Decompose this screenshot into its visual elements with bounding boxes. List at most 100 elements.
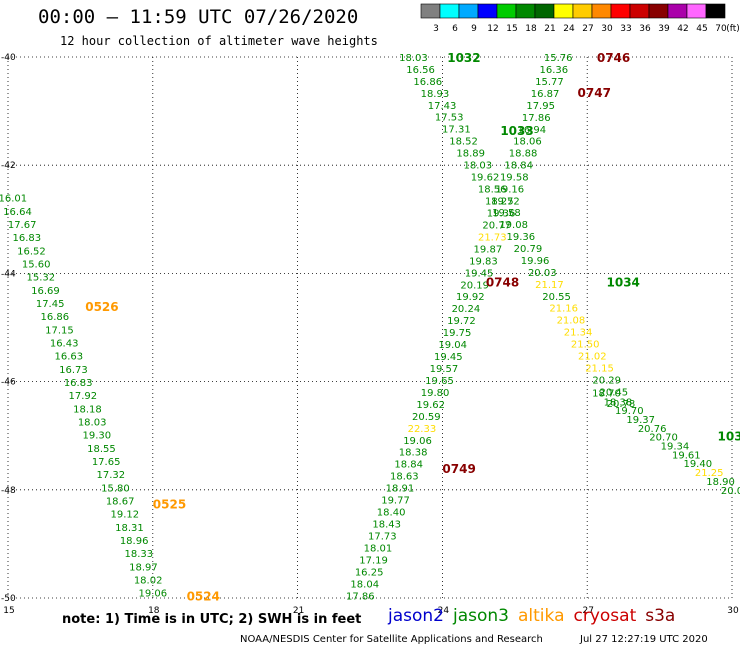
swh-value: 20.59 (412, 412, 441, 423)
swh-value: 18.63 (390, 472, 419, 483)
scale-swatch (705, 3, 726, 19)
swh-value: 16.01 (0, 194, 27, 205)
swh-value: 18.90 (706, 477, 735, 488)
swh-value: 18.88 (509, 149, 538, 160)
swh-value: 20.78 (607, 399, 636, 410)
swh-value: 18.52 (449, 137, 478, 148)
hour-label: 1034 (607, 276, 640, 290)
swh-value: 20.70 (649, 433, 678, 444)
swh-value: 19.06 (403, 436, 432, 447)
scale-swatch (477, 3, 498, 19)
swh-value: 19.45 (434, 352, 463, 363)
y-tick-label: -40 (1, 53, 16, 63)
swh-value: 20.0 (721, 486, 740, 497)
hour-labels: 0526 0525 0524 1032 1033 1034 103 0746 0747 0748 0… (85, 51, 740, 603)
swh-value: 18.40 (377, 508, 406, 519)
scale-swatch (458, 3, 479, 19)
scale-swatch (667, 3, 688, 19)
swh-value: 18.89 (456, 149, 485, 160)
swh-value: 18.04 (350, 579, 379, 590)
swh-value: 16.69 (31, 286, 60, 297)
y-tick-label: -48 (1, 486, 16, 496)
hour-label: 0746 (597, 51, 630, 65)
swh-value: 19.36 (487, 209, 516, 220)
swh-value: 19.72 (491, 197, 520, 208)
footer-note: note: 1) Time is in UTC; 2) SWH is in fe… (62, 612, 362, 627)
swh-value: 19.72 (447, 316, 476, 327)
scale-swatch (648, 3, 669, 19)
hour-label: 1033 (500, 124, 533, 138)
scale-label: 42 (677, 24, 688, 34)
y-tick-label: -46 (1, 378, 16, 388)
scale-label: 21 (544, 24, 555, 34)
hour-label: 103 (718, 430, 740, 444)
swh-value: 19.77 (381, 496, 410, 507)
swh-value: 17.92 (68, 391, 97, 402)
swh-value: 18.56 (478, 184, 507, 195)
swh-value: 21.50 (571, 340, 600, 351)
swh-value: 18.06 (513, 137, 542, 148)
satellite-legend-item: altika (518, 606, 565, 626)
swh-value: 15.80 (101, 483, 130, 494)
swh-value: 18.25 (485, 196, 514, 207)
hour-label: 0526 (85, 300, 118, 314)
swh-value: 21.16 (549, 304, 578, 315)
swh-value: 19.62 (471, 172, 500, 183)
swh-value: 19.70 (615, 406, 644, 417)
swh-value: 21.02 (578, 351, 607, 362)
swh-value: 17.73 (368, 531, 397, 542)
y-tick-label: -50 (1, 594, 16, 604)
swh-value: 20.76 (638, 424, 667, 435)
swh-value: 21.73 (478, 232, 507, 243)
hour-label: 0525 (153, 497, 186, 511)
swh-value: 16.64 (3, 207, 32, 218)
x-tick-label: 18 (148, 606, 160, 616)
swh-value: 18.91 (386, 484, 415, 495)
swh-value: 17.86 (522, 113, 551, 124)
swh-value: 16.86 (40, 312, 69, 323)
swh-value: 21.17 (535, 280, 564, 291)
scale-swatch (439, 3, 460, 19)
swh-value: 16.36 (540, 65, 569, 76)
swh-value: 18.01 (364, 543, 393, 554)
swh-value: 16.86 (413, 77, 442, 88)
scale-label: 6 (452, 24, 458, 34)
swh-values: 16.01 16.64 17.67 16.83 16.52 15.60 15.32 16.69… (0, 53, 740, 602)
swh-value: 19.06 (138, 589, 167, 600)
y-tick-label: -44 (1, 269, 16, 279)
scale-label: 36 (639, 24, 651, 34)
swh-value: 22.33 (408, 424, 437, 435)
swh-value: 19.12 (110, 510, 139, 521)
axis-ticks: 15 18 21 24 27 30 -40 -42 -44 -46 -48 -50 (1, 53, 739, 616)
swh-value: 15.76 (544, 53, 573, 64)
swh-value: 15.77 (535, 77, 564, 88)
scale-swatch (572, 3, 593, 19)
x-tick-label: 15 (3, 606, 14, 616)
swh-value: 20.19 (460, 280, 489, 291)
swh-value: 18.97 (129, 562, 158, 573)
swh-value: 18.70 (592, 388, 621, 399)
swh-value: 19.37 (626, 415, 655, 426)
scale-label: 18 (525, 24, 537, 34)
color-scale-bar: 3 6 9 12 15 18 21 24 27 30 33 36 39 42 45 70 (ft) (420, 3, 740, 34)
x-tick-label: 27 (582, 606, 593, 616)
swh-value: 19.45 (465, 268, 494, 279)
scale-swatch (534, 3, 555, 19)
swh-value: 19.40 (683, 459, 712, 470)
swh-value: 18.67 (106, 496, 135, 507)
swh-value: 16.63 (54, 352, 83, 363)
swh-value: 19.80 (421, 388, 450, 399)
scale-swatch (686, 3, 707, 19)
swh-value: 21.08 (557, 316, 586, 327)
swh-value: 17.43 (428, 101, 457, 112)
swh-value: 19.87 (474, 244, 503, 255)
swh-value: 15.60 (22, 259, 51, 270)
swh-value: 19.30 (82, 431, 111, 442)
swh-value: 21.34 (564, 328, 593, 339)
swh-value: 19.75 (443, 328, 472, 339)
satellite-legend-item: jason2 (388, 606, 444, 626)
swh-value: 16.56 (406, 65, 435, 76)
swh-value: 18.84 (394, 460, 423, 471)
swh-value: 18.03 (464, 160, 493, 171)
